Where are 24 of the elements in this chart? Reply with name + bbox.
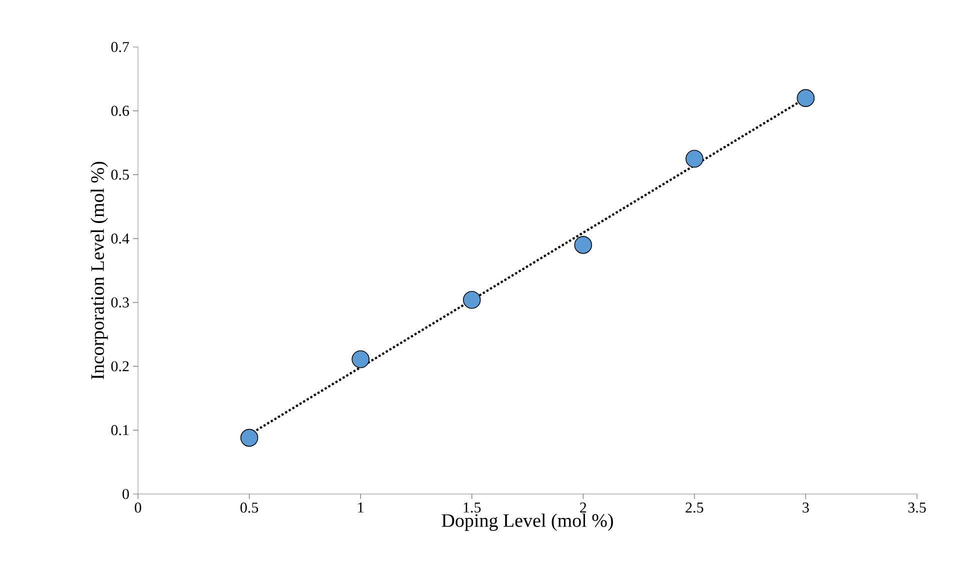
- y-tick-label: 0.7: [111, 42, 130, 52]
- point: [796, 89, 815, 107]
- y-axis-title: Incorporation Level (mol %): [90, 162, 108, 380]
- y-tick-label: 0.4: [111, 233, 130, 244]
- x-tick-label: 2: [580, 502, 586, 512]
- y-tick-label: 0: [122, 488, 129, 500]
- x-tick-label: 3.5: [908, 502, 926, 513]
- x-tick-label: 1.5: [464, 502, 481, 513]
- x-tick-label: 1: [358, 502, 364, 512]
- x-tick-label: 3: [802, 502, 809, 513]
- y-tick-label: 0.2: [111, 361, 129, 372]
- point: [240, 428, 258, 447]
- point: [574, 236, 592, 254]
- point: [686, 150, 704, 168]
- x-tick-label: 2.5: [686, 502, 704, 513]
- y-tick-label: 0.1: [111, 425, 129, 436]
- x-tick-label: 0: [134, 502, 142, 513]
- point: [352, 350, 370, 368]
- x-axis-title: Doping Level (mol %): [442, 514, 613, 531]
- x-tick-label: 0.5: [240, 502, 258, 513]
- y-tick-label: 0.5: [111, 170, 129, 180]
- y-tick-label: 0.3: [111, 297, 129, 308]
- point: [462, 290, 481, 309]
- y-tick-label: 0.6: [111, 106, 130, 116]
